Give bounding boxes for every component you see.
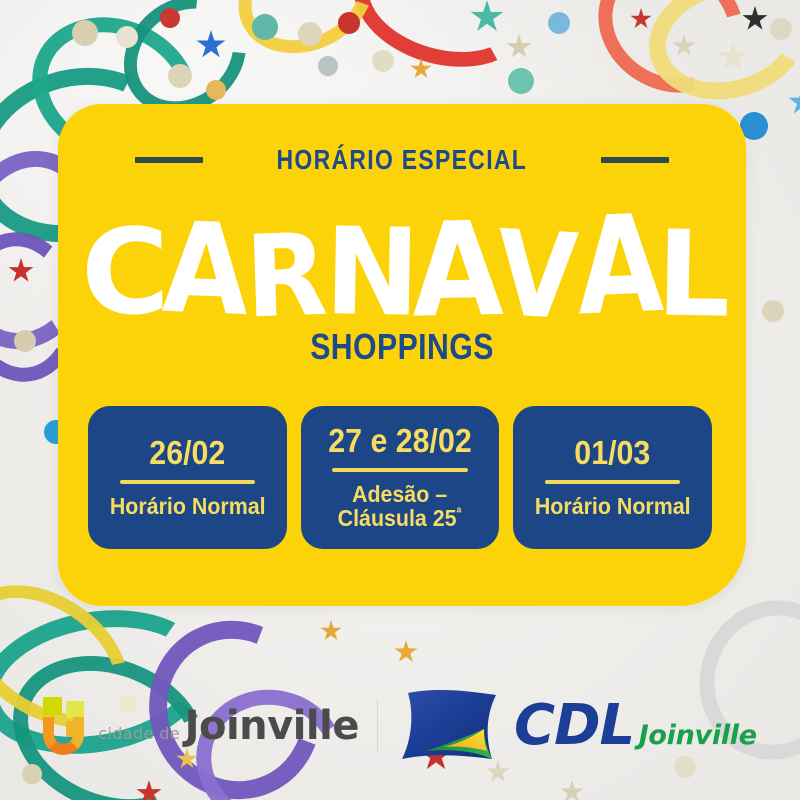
rule-right-icon bbox=[600, 157, 669, 163]
title-letter: A bbox=[410, 192, 500, 347]
joinville-logo-text: cidade de Joinville bbox=[98, 706, 359, 746]
logo-divider bbox=[376, 700, 378, 752]
cdl-city: Joinville bbox=[638, 720, 757, 752]
confetti-dot-icon bbox=[372, 50, 394, 72]
confetti-dot-icon bbox=[762, 300, 784, 322]
title-letter: N bbox=[323, 200, 416, 344]
confetti-dot-icon bbox=[770, 18, 792, 40]
schedule-card-divider bbox=[119, 480, 255, 485]
joinville-j-mark-icon bbox=[43, 697, 89, 755]
title-letter: V bbox=[493, 203, 577, 347]
confetti-dot-icon bbox=[674, 756, 696, 778]
cdl-flag-icon bbox=[396, 689, 504, 763]
confetti-dot-icon bbox=[168, 64, 192, 88]
confetti-dot-icon bbox=[740, 112, 768, 140]
cdl-logo-text: CDL Joinville bbox=[514, 698, 757, 754]
eyebrow-label: HORÁRIO ESPECIAL bbox=[276, 144, 528, 175]
schedule-card-date: 27 e 28/02 bbox=[328, 422, 472, 459]
joinville-name: Joinville bbox=[184, 703, 360, 749]
schedule-card-divider bbox=[332, 468, 468, 472]
confetti-dot-icon bbox=[14, 330, 36, 352]
schedule-card-note: Horário Normal bbox=[109, 493, 266, 520]
title-letter: L bbox=[655, 204, 727, 344]
schedule-card: 26/02 Horário Normal bbox=[88, 406, 287, 549]
confetti-dot-icon bbox=[548, 12, 570, 34]
cdl-joinville-logo: CDL Joinville bbox=[396, 689, 757, 763]
yellow-content-panel: HORÁRIO ESPECIAL C A R N A V A L SHOPPIN… bbox=[58, 104, 746, 606]
joinville-kicker: cidade de bbox=[98, 724, 181, 743]
confetti-dot-icon bbox=[206, 80, 226, 100]
eyebrow-row: HORÁRIO ESPECIAL bbox=[58, 144, 746, 176]
confetti-star-icon bbox=[788, 88, 800, 114]
schedule-card-note: Horário Normal bbox=[534, 493, 691, 520]
schedule-card-date: 26/02 bbox=[149, 434, 226, 472]
cdl-name: CDL bbox=[513, 693, 635, 759]
schedule-card-date: 01/03 bbox=[574, 434, 651, 472]
title-letter: C bbox=[80, 202, 166, 342]
confetti-dot-icon bbox=[252, 14, 278, 40]
schedule-card-list: 26/02 Horário Normal 27 e 28/02 Adesão –… bbox=[88, 406, 713, 549]
schedule-card-note: Adesão – Cláusula 25ª bbox=[338, 481, 462, 532]
confetti-dot-icon bbox=[116, 26, 138, 48]
title-letter: A bbox=[575, 184, 662, 346]
joinville-city-logo: cidade de Joinville bbox=[43, 697, 359, 755]
confetti-dot-icon bbox=[22, 764, 42, 784]
confetti-dot-icon bbox=[318, 56, 338, 76]
confetti-dot-icon bbox=[508, 68, 534, 94]
page-subtitle: SHOPPINGS bbox=[310, 326, 494, 367]
title-letter: R bbox=[243, 208, 325, 344]
schedule-card: 27 e 28/02 Adesão – Cláusula 25ª bbox=[300, 406, 500, 549]
confetti-dot-icon bbox=[72, 20, 98, 46]
schedule-card-divider bbox=[545, 480, 681, 485]
title-letter: A bbox=[160, 193, 246, 344]
page-title: C A R N A V A L bbox=[58, 184, 746, 347]
confetti-dot-icon bbox=[160, 8, 180, 28]
logo-row: cidade de Joinville bbox=[0, 680, 800, 772]
rule-left-icon bbox=[135, 157, 204, 163]
confetti-dot-icon bbox=[118, 694, 138, 714]
schedule-card: 01/03 Horário Normal bbox=[513, 406, 713, 549]
confetti-dot-icon bbox=[338, 12, 360, 34]
confetti-dot-icon bbox=[298, 22, 322, 46]
